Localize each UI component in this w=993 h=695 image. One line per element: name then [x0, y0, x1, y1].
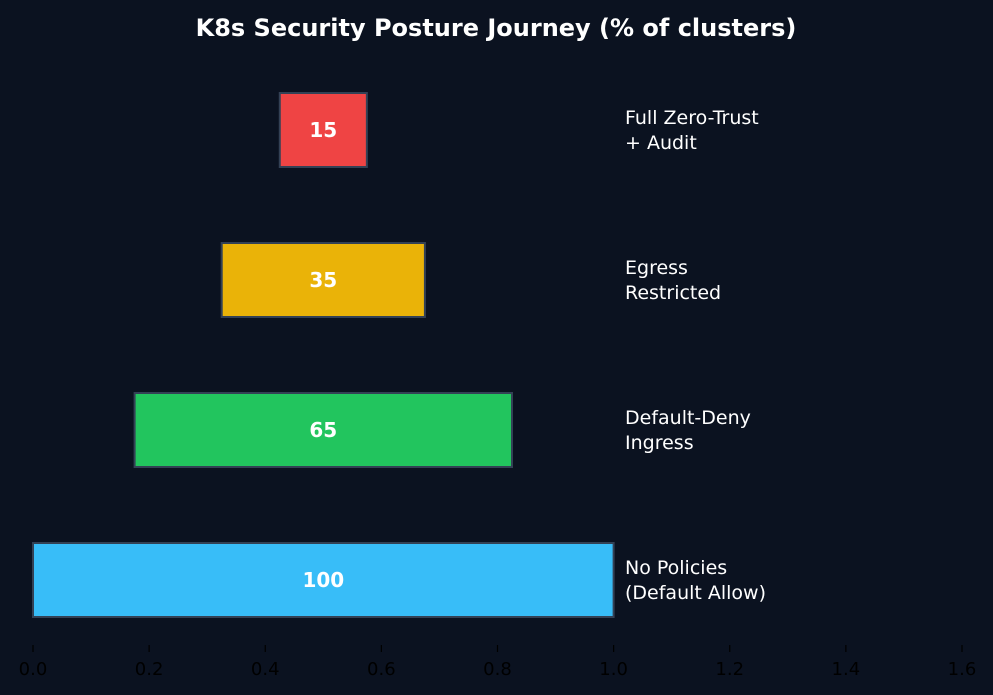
x-axis: 0.0 0.2 0.4 0.6 0.8 1.0 1.2 1.4 1.6 — [19, 645, 977, 680]
stage-label: (Default Allow) — [625, 582, 766, 604]
stage-label: + Audit — [625, 132, 697, 154]
x-tick-label: 0.8 — [483, 659, 512, 680]
x-tick-label: 0.4 — [251, 659, 280, 680]
x-tick-label: 1.2 — [715, 659, 744, 680]
funnel-bar — [32, 542, 615, 618]
bar-value-label: 15 — [309, 118, 337, 142]
stage-label: Restricted — [625, 282, 721, 304]
stage-label: Egress — [625, 257, 688, 279]
bar-value-label: 65 — [309, 418, 337, 442]
x-tick-label: 1.6 — [948, 659, 977, 680]
chart-title: K8s Security Posture Journey (% of clust… — [196, 14, 797, 42]
x-tick-label: 0.2 — [135, 659, 164, 680]
stage-label: No Policies — [625, 557, 727, 579]
funnel-bar — [220, 242, 426, 318]
stage-label: Ingress — [625, 432, 694, 454]
bar-value-label: 35 — [309, 268, 337, 292]
x-tick-label: 0.0 — [19, 659, 48, 680]
stage-label: Full Zero-Trust — [625, 107, 759, 129]
funnel-bar — [278, 92, 368, 168]
funnel-bar — [133, 392, 514, 468]
x-tick-label: 1.0 — [599, 659, 628, 680]
stage-labels-group: No Policies (Default Allow) Default-Deny In… — [625, 107, 766, 604]
x-tick-label: 1.4 — [832, 659, 861, 680]
stage-label: Default-Deny — [625, 407, 751, 429]
bar-value-label: 100 — [302, 568, 344, 592]
x-tick-label: 0.6 — [367, 659, 396, 680]
bars-group: 100 65 35 15 — [32, 92, 615, 618]
